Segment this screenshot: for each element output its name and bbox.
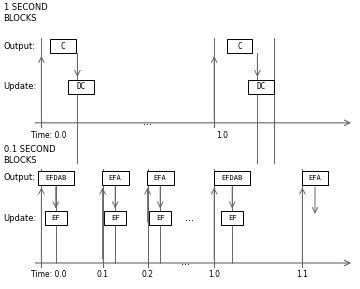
Text: C: C	[237, 42, 242, 51]
FancyBboxPatch shape	[45, 211, 67, 225]
Text: 1 SECOND
BLOCKS: 1 SECOND BLOCKS	[4, 3, 48, 23]
Text: Output:: Output:	[4, 173, 36, 182]
Text: EF: EF	[228, 215, 237, 221]
FancyBboxPatch shape	[221, 211, 243, 225]
FancyBboxPatch shape	[68, 80, 94, 94]
Text: C: C	[61, 42, 65, 51]
FancyBboxPatch shape	[214, 171, 250, 185]
Text: EFA: EFA	[154, 175, 167, 181]
Text: 1.0: 1.0	[208, 270, 220, 279]
Text: 0.1 SECOND
BLOCKS: 0.1 SECOND BLOCKS	[4, 144, 55, 165]
Text: EF: EF	[111, 215, 120, 221]
Text: Update:: Update:	[4, 214, 37, 223]
Text: 0.1: 0.1	[96, 270, 109, 279]
FancyBboxPatch shape	[147, 171, 174, 185]
Text: DC: DC	[76, 82, 86, 91]
Text: ...: ...	[143, 117, 152, 127]
FancyBboxPatch shape	[302, 171, 328, 185]
Text: EFDAB: EFDAB	[221, 175, 243, 181]
Text: 0.2: 0.2	[141, 270, 154, 279]
Text: EF: EF	[156, 215, 165, 221]
Text: Update:: Update:	[4, 82, 37, 91]
FancyBboxPatch shape	[227, 39, 252, 53]
Text: ...: ...	[185, 213, 194, 223]
Text: EFDAB: EFDAB	[45, 175, 67, 181]
Text: 1.0: 1.0	[216, 131, 228, 140]
Text: DC: DC	[256, 82, 266, 91]
Text: Time: 0.0: Time: 0.0	[31, 131, 66, 140]
Text: Time: 0.0: Time: 0.0	[31, 270, 66, 279]
Text: 1.1: 1.1	[297, 270, 308, 279]
Text: EF: EF	[51, 215, 60, 221]
FancyBboxPatch shape	[50, 39, 76, 53]
FancyBboxPatch shape	[38, 171, 74, 185]
FancyBboxPatch shape	[102, 171, 129, 185]
Text: Output:: Output:	[4, 42, 36, 51]
FancyBboxPatch shape	[149, 211, 171, 225]
Text: EFA: EFA	[109, 175, 122, 181]
Text: ...: ...	[181, 257, 190, 267]
Text: EFA: EFA	[309, 175, 321, 181]
FancyBboxPatch shape	[104, 211, 126, 225]
FancyBboxPatch shape	[248, 80, 274, 94]
